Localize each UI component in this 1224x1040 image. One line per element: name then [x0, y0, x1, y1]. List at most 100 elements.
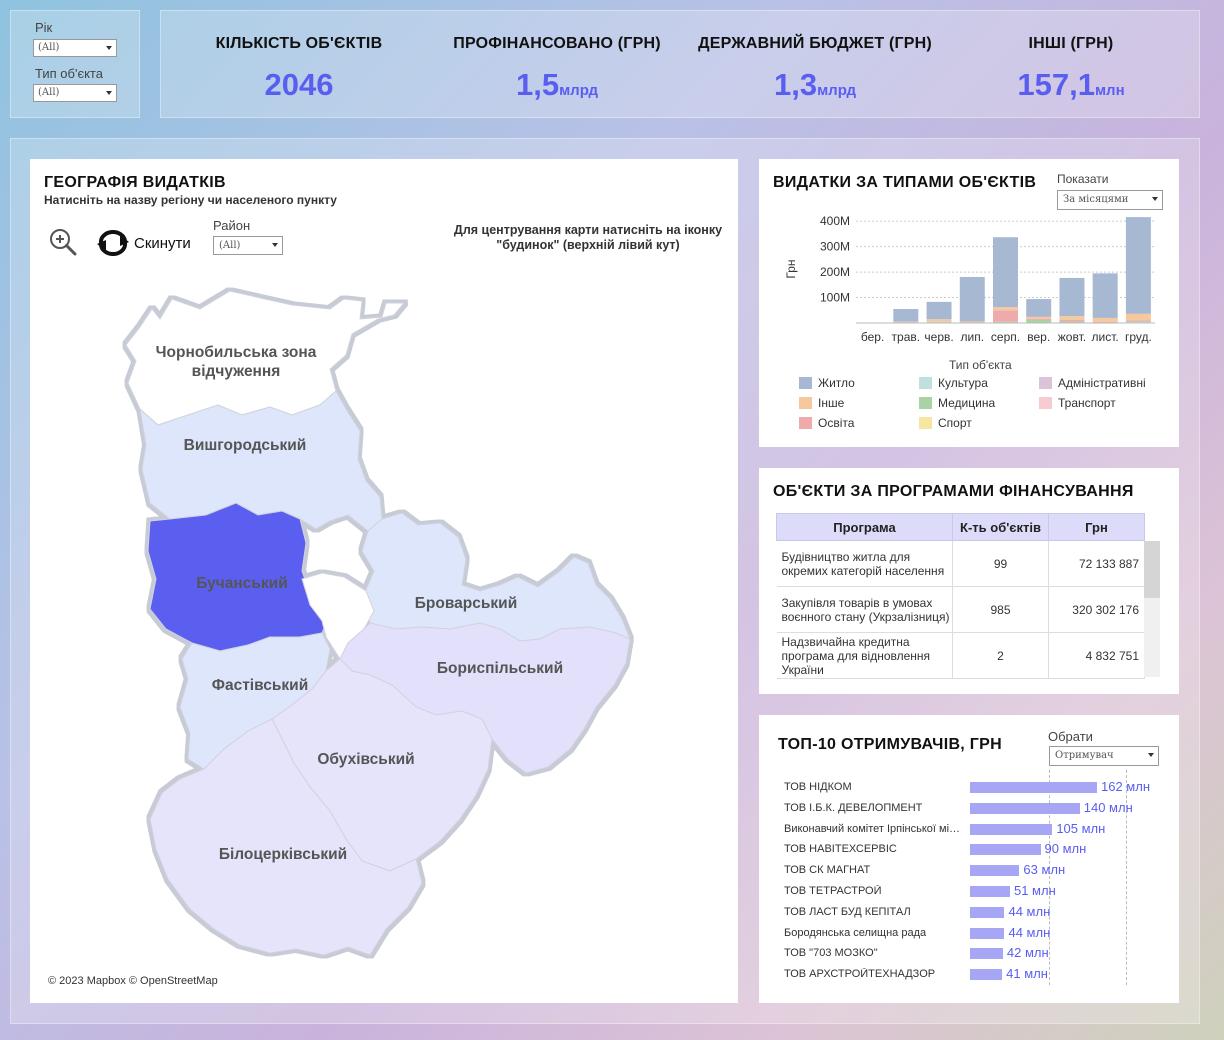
bar-segment[interactable]	[1125, 321, 1151, 323]
bar-segment[interactable]	[893, 309, 919, 322]
bar-segment[interactable]	[1125, 321, 1151, 322]
recipient-name[interactable]: Бородянська селищна рада	[784, 926, 927, 939]
bar-segment[interactable]	[1092, 273, 1118, 318]
legend-item[interactable]: Інше	[799, 396, 844, 410]
recipient-name[interactable]: ТОВ І.Б.К. ДЕВЕЛОПМЕНТ	[784, 801, 923, 814]
map-subtitle: Натисніть на назву регіону чи населеного…	[44, 193, 337, 207]
recipient-value: 42 млн	[1006, 945, 1049, 961]
bar-segment[interactable]	[1059, 319, 1085, 322]
region-label-vyshhorod[interactable]: Вишгородський	[184, 437, 307, 454]
recipient-bar[interactable]	[970, 927, 1005, 939]
bar-segment[interactable]	[993, 310, 1018, 322]
recipient-name[interactable]: ТОВ ТЕТРАСТРОЙ	[784, 885, 882, 897]
recipient-name[interactable]: ТОВ СК МАГНАТ	[784, 864, 871, 877]
bar-segment[interactable]	[1059, 277, 1085, 317]
legend-item[interactable]: Адміністративні	[1039, 376, 1146, 390]
legend-item[interactable]: Освіта	[799, 416, 854, 430]
bar-segment[interactable]	[1125, 217, 1151, 314]
recipient-value: 44 млн	[1008, 924, 1051, 940]
region-label-boryspil[interactable]: Бориспільський	[437, 660, 563, 677]
legend-item[interactable]: Транспорт	[1039, 396, 1116, 410]
show-select[interactable]: За місяцями	[1057, 190, 1163, 210]
recipient-name[interactable]: ТОВ "703 МОЗКО"	[784, 947, 878, 960]
year-filter-value: (All)	[38, 42, 60, 53]
table-row[interactable]: Надзвичайна кредитна програма для віднов…	[776, 632, 1145, 679]
col-count[interactable]: К-ть об'єктів	[952, 513, 1049, 541]
recipient-bar[interactable]	[970, 844, 1041, 856]
bar-segment[interactable]	[959, 321, 985, 323]
kpi-title: КІЛЬКІСТЬ ОБ'ЄКТІВ	[215, 35, 383, 52]
recipient-name[interactable]: Виконавчий комітет Ірпінської міської ра…	[784, 822, 962, 835]
recipient-value: 51 млн	[1013, 883, 1056, 898]
type-filter-select[interactable]: (All)	[33, 84, 117, 102]
recipient-bar[interactable]	[970, 948, 1003, 960]
table-row[interactable]: Будівництво житла для окремих категорій …	[776, 540, 1145, 587]
col-program[interactable]: Програма	[776, 513, 953, 541]
bar-segment[interactable]	[926, 321, 952, 323]
recipient-bar[interactable]	[970, 886, 1010, 897]
x-tick-label: лип.	[961, 330, 985, 344]
bar-segment[interactable]	[1026, 318, 1052, 320]
bar-segment[interactable]	[926, 301, 952, 320]
recipient-bar[interactable]	[970, 823, 1053, 835]
programs-table: Програма К-ть об'єктів Грн Будівництво ж…	[776, 513, 1145, 679]
table-scroll-thumb[interactable]	[1144, 541, 1160, 598]
kpi-title: ІНШІ (ГРН)	[1028, 35, 1114, 52]
bar-segment[interactable]	[993, 307, 1018, 311]
recipient-name[interactable]: ТОВ АРХСТРОЙТЕХНАДЗОР	[784, 968, 936, 981]
legend-swatch	[799, 397, 812, 409]
table-row[interactable]: Закупівля товарів в умовах воєнного стан…	[776, 586, 1145, 633]
bar-segment[interactable]	[926, 321, 952, 322]
bar-segment[interactable]	[893, 321, 919, 323]
legend-title: Тип об'єкта	[949, 358, 1012, 372]
y-axis-label: Грн	[784, 259, 798, 278]
region-label-obukhiv[interactable]: Обухівський	[317, 751, 414, 768]
region-label-bila-tserkva[interactable]: Білоцерківський	[219, 846, 347, 863]
region-label-fastiv[interactable]: Фастівський	[212, 677, 308, 694]
recipient-name[interactable]: ТОВ НАВІТЕХСЕРВІС	[784, 843, 897, 856]
recipient-bar[interactable]	[970, 906, 1005, 918]
bar-segment[interactable]	[926, 319, 952, 322]
bar-segment[interactable]	[1026, 299, 1052, 317]
legend-item[interactable]: Культура	[919, 376, 988, 390]
bar-segment[interactable]	[1059, 316, 1085, 320]
bar-segment[interactable]	[1026, 319, 1052, 323]
region-label-chornobyl-2[interactable]: відчуження	[192, 363, 281, 380]
bar-segment[interactable]	[1026, 316, 1052, 319]
top10-select[interactable]: Отримувач	[1049, 746, 1159, 766]
recipient-bar[interactable]	[970, 865, 1020, 877]
bar-segment[interactable]	[959, 276, 985, 322]
bar-segment[interactable]	[1125, 313, 1151, 321]
recipient-bar[interactable]	[970, 782, 1097, 793]
recipient-bar[interactable]	[970, 969, 1003, 981]
chevron-down-icon	[106, 91, 112, 95]
recipient-name[interactable]: ТОВ ЛАСТ БУД КЕПІТАЛ	[784, 905, 911, 918]
y-tick-label: 400M	[820, 214, 850, 228]
bar-segment[interactable]	[1059, 321, 1085, 323]
legend-item[interactable]: Медицина	[919, 396, 995, 410]
region-label-bucha[interactable]: Бучанський	[196, 575, 288, 592]
bar-segment[interactable]	[1125, 320, 1151, 322]
reset-button[interactable]: Скинути	[96, 229, 191, 257]
district-filter-select[interactable]: (All)	[213, 236, 283, 255]
bar-segment[interactable]	[1092, 321, 1118, 323]
legend-item[interactable]: Спорт	[919, 416, 972, 430]
region-label-brovary[interactable]: Броварський	[415, 595, 517, 612]
bar-segment[interactable]	[993, 321, 1018, 323]
legend-item[interactable]: Житло	[799, 376, 855, 390]
recipient-bar[interactable]	[970, 802, 1080, 814]
top10-select-label: Обрати	[1048, 729, 1093, 744]
recipient-name[interactable]: ТОВ НІДКОМ	[784, 781, 852, 793]
region-brovary[interactable]	[361, 512, 631, 642]
map-card: ГЕОГРАФІЯ ВИДАТКІВ Натисніть на назву ре…	[30, 159, 738, 1003]
program-name: Закупівля товарів в умовах воєнного стан…	[776, 586, 953, 633]
bar-segment[interactable]	[1092, 317, 1118, 322]
region-label-chornobyl[interactable]: Чорнобильська зона	[156, 344, 317, 361]
bar-segment[interactable]	[993, 237, 1018, 308]
col-amount[interactable]: Грн	[1048, 513, 1145, 541]
region-bila-tserkva[interactable]	[149, 718, 423, 956]
chevron-down-icon	[1148, 753, 1154, 757]
year-filter-select[interactable]: (All)	[33, 39, 117, 57]
zoom-icon[interactable]	[48, 227, 78, 262]
kpi-value: 157,1млн	[1017, 67, 1125, 102]
